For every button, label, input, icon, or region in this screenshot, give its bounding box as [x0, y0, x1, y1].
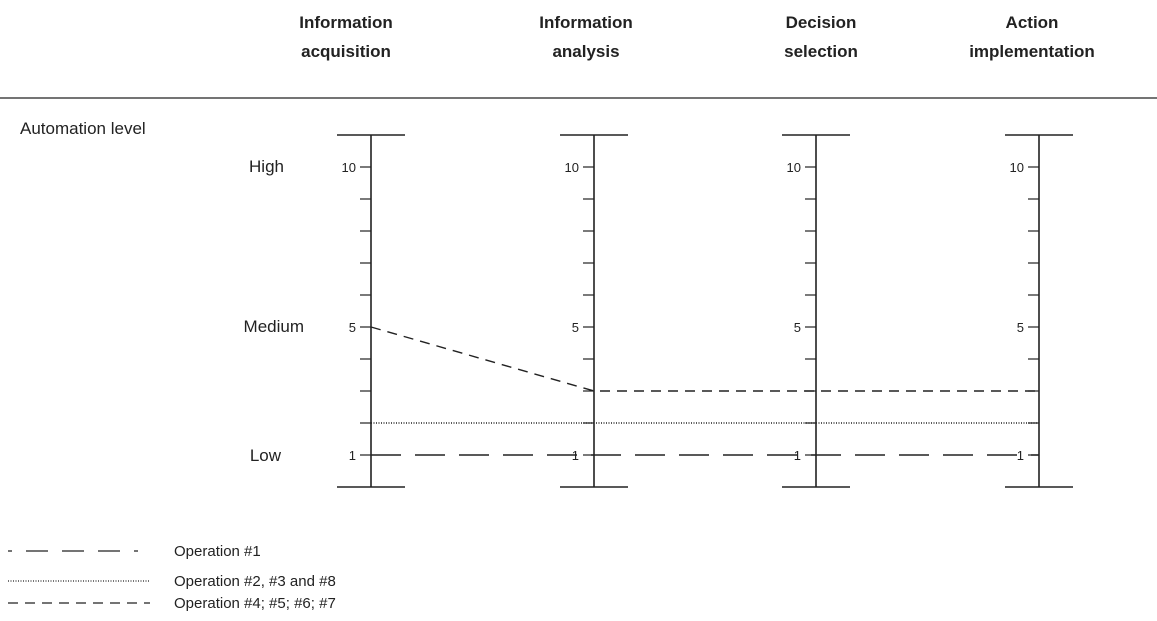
level-name-low: Low — [250, 446, 282, 465]
stage-title-1-line2: acquisition — [301, 42, 391, 61]
tick-label-5: 5 — [1017, 320, 1024, 335]
tick-label-10: 10 — [565, 160, 579, 175]
scale-4 — [1005, 134, 1073, 488]
stage-title-2-line1: Information — [539, 13, 633, 32]
automation-scales — [337, 134, 1073, 488]
stage-titles: Information acquisition Information anal… — [299, 13, 1095, 61]
tick-label-1: 1 — [349, 448, 356, 463]
level-name-high: High — [249, 157, 284, 176]
legend-label-operation-1: Operation #1 — [174, 543, 261, 560]
scale-3 — [782, 134, 850, 488]
legend-label-operation-4-5-6-7: Operation #4; #5; #6; #7 — [174, 595, 336, 612]
level-name-medium: Medium — [244, 317, 304, 336]
stage-title-3-line2: selection — [784, 42, 858, 61]
stage-title-2-line2: analysis — [552, 42, 619, 61]
automation-level-title: Automation level — [20, 119, 146, 138]
legend: Operation #1 Operation #2, #3 and #8 Ope… — [8, 543, 336, 612]
operation-profiles — [370, 326, 1039, 456]
scale-2 — [560, 134, 628, 488]
stage-title-1-line1: Information — [299, 13, 393, 32]
tick-label-1: 1 — [1017, 448, 1024, 463]
level-names: High Medium Low — [244, 157, 304, 465]
profile-line-3 — [370, 326, 1039, 392]
stage-title-4-line1: Action — [1006, 13, 1059, 32]
stage-title-4-line2: implementation — [969, 42, 1095, 61]
stage-title-3-line1: Decision — [786, 13, 857, 32]
scale-1 — [337, 134, 405, 488]
tick-label-5: 5 — [794, 320, 801, 335]
tick-label-5: 5 — [572, 320, 579, 335]
tick-label-5: 5 — [349, 320, 356, 335]
tick-label-10: 10 — [787, 160, 801, 175]
tick-label-1: 1 — [794, 448, 801, 463]
tick-label-10: 10 — [342, 160, 356, 175]
legend-label-operation-2-3-8: Operation #2, #3 and #8 — [174, 573, 336, 590]
tick-label-10: 10 — [1010, 160, 1024, 175]
